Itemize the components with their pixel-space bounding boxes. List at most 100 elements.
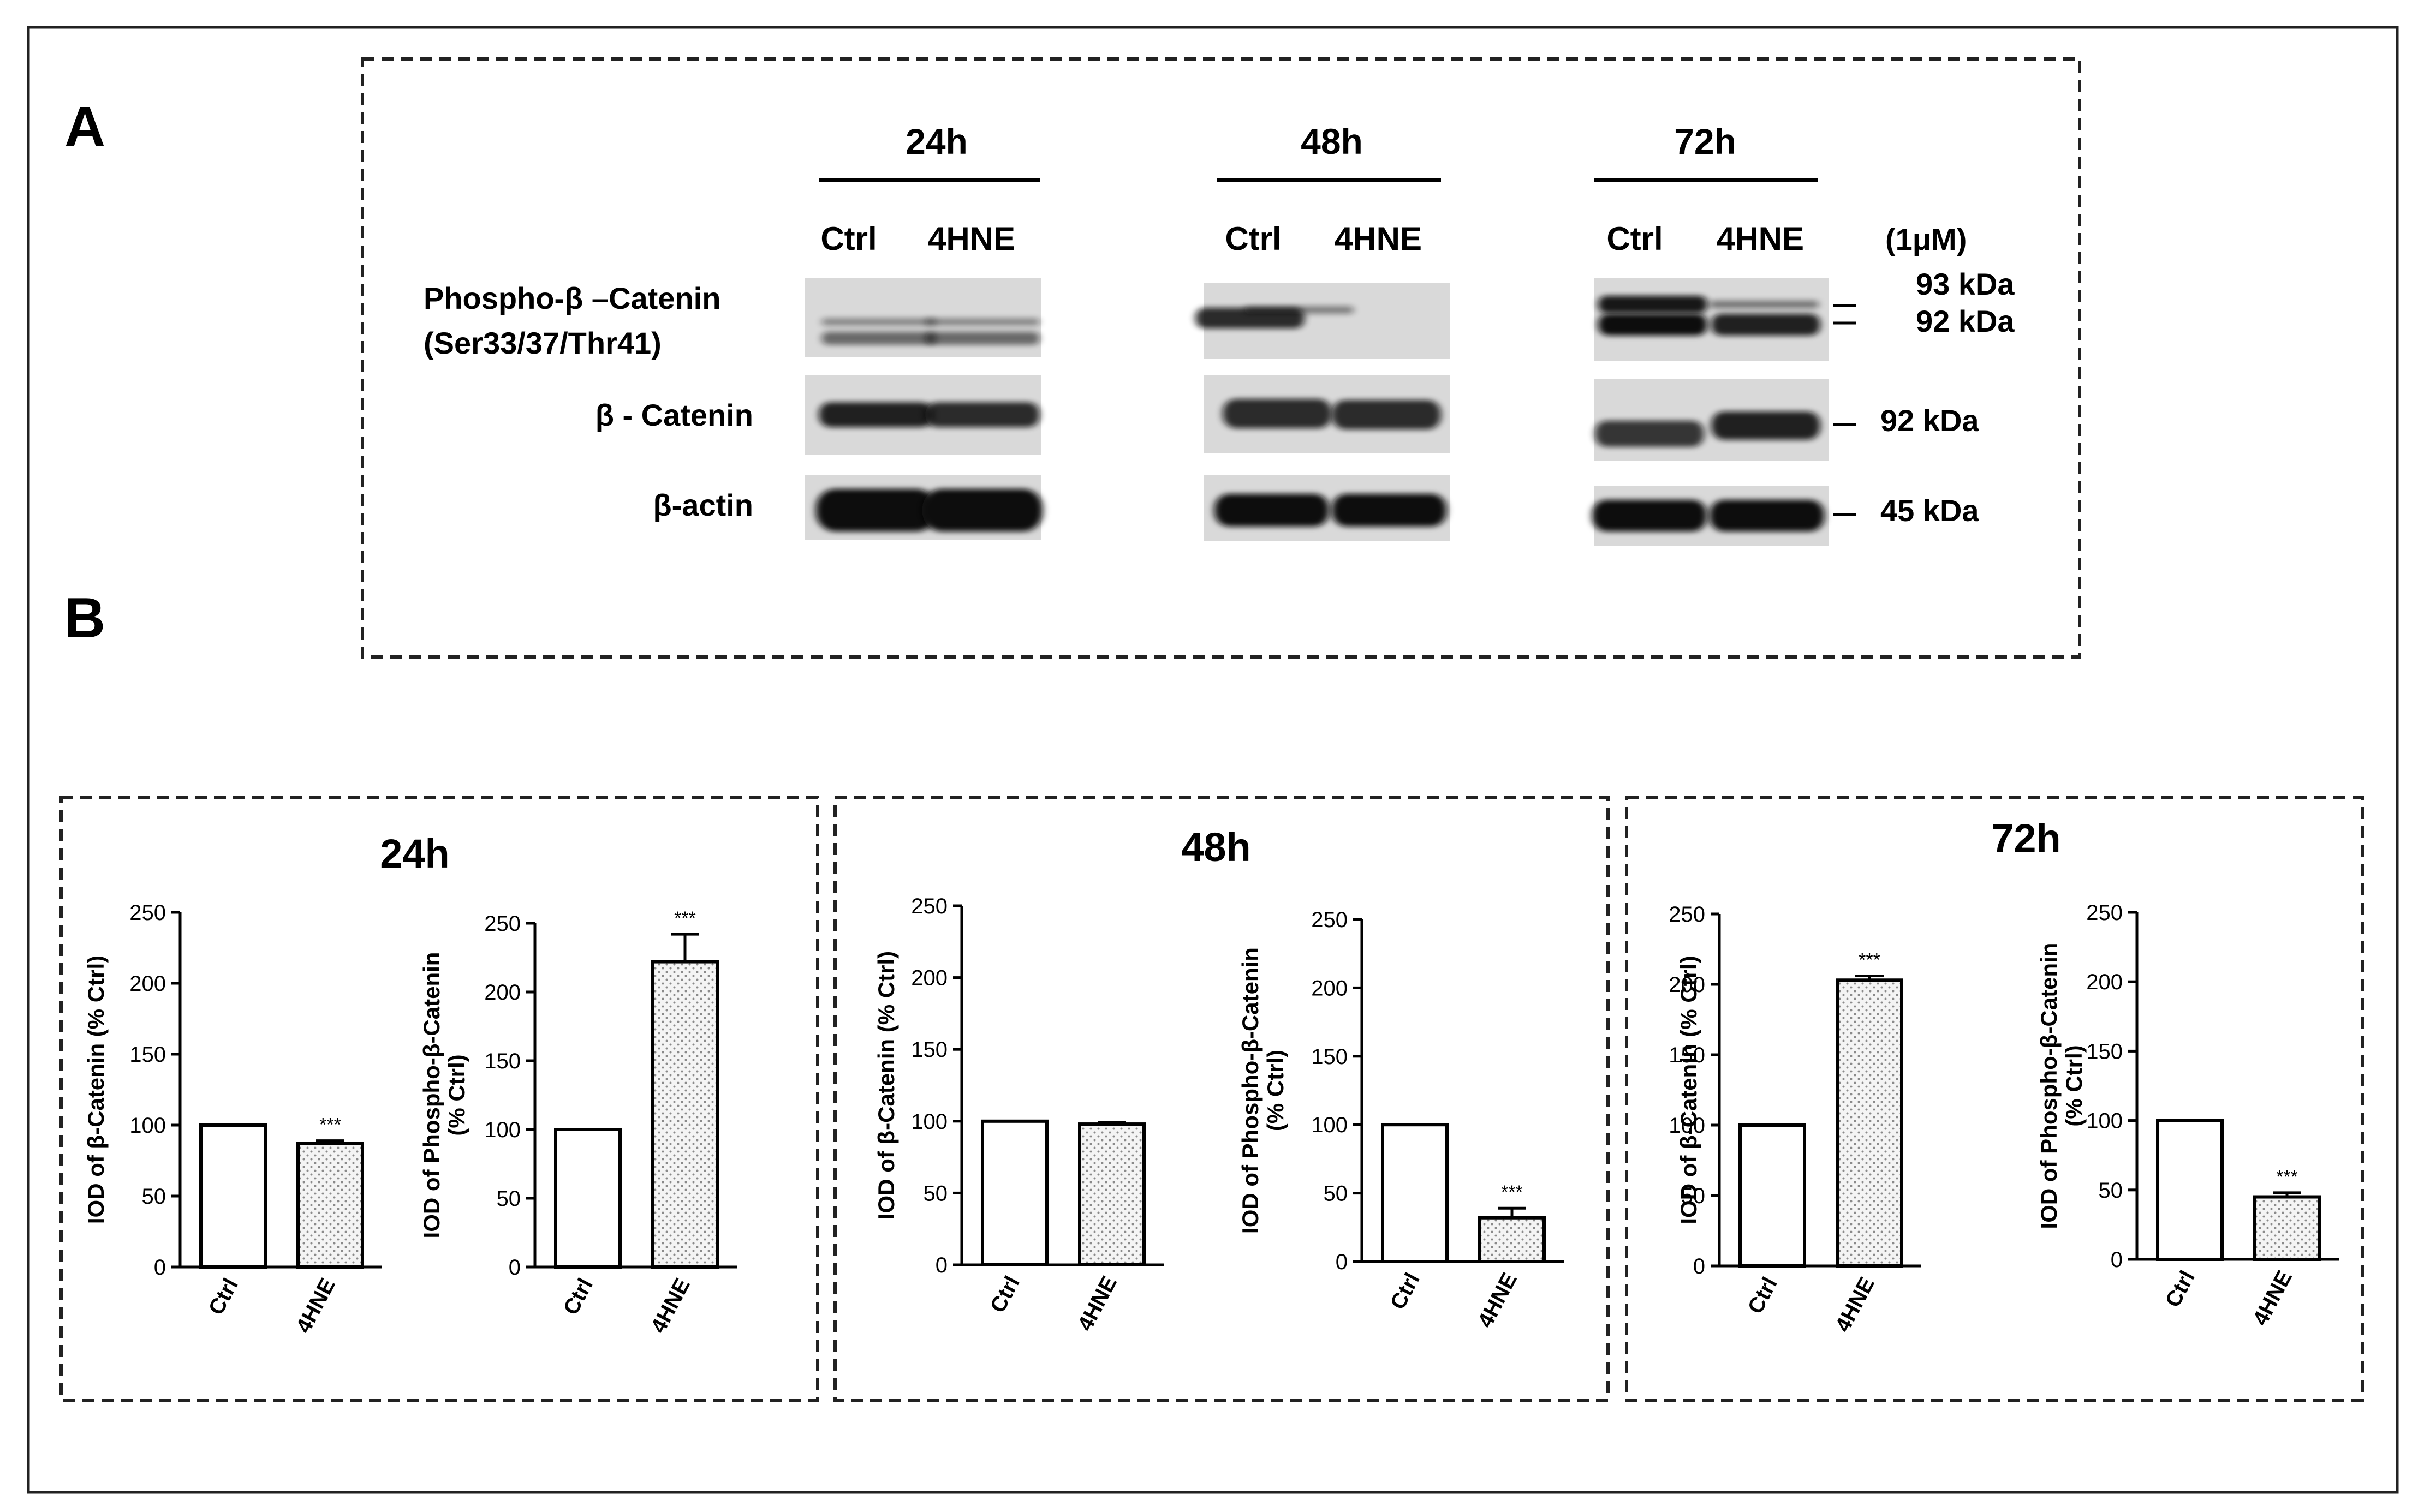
bar-4hne (296, 1142, 364, 1269)
panel-box-24h (59, 796, 819, 1402)
y-tick-label: 200 (1669, 973, 1705, 997)
y-tick-label: 0 (1693, 1254, 1705, 1278)
y-tick-label: 100 (129, 1114, 166, 1138)
y-tick-label: 50 (1681, 1184, 1706, 1208)
lane-label-4hne: 4HNE (1717, 220, 1804, 257)
blot-band (1710, 500, 1824, 531)
y-tick-label: 200 (1311, 976, 1348, 1000)
western-blot-panel: 24h Ctrl 4HNE 48h Ctrl 4HNE 72h Ctrl 4HNE Phospho… (424, 121, 2015, 546)
blot-row-label: (Ser33/37/Thr41) (424, 326, 662, 360)
y-tick-label: 0 (936, 1253, 948, 1277)
significance-mark: *** (2276, 1167, 2298, 1187)
y-tick-label: 0 (509, 1256, 521, 1280)
y-tick-label: 250 (484, 912, 521, 936)
bar-4hne (1836, 978, 1903, 1268)
kda-marker: 92 kDa (1880, 403, 1979, 438)
significance-mark: *** (674, 908, 696, 929)
bar-4hne (1478, 1216, 1546, 1263)
blot-band (922, 489, 1043, 531)
blot-band (1595, 421, 1704, 447)
blot-band (925, 402, 1040, 427)
y-tick-label: 250 (911, 894, 948, 918)
y-tick-label: 100 (1311, 1113, 1348, 1137)
y-axis-label-line-2: (% Ctrl) (1262, 1050, 1288, 1131)
blot-band (1711, 411, 1820, 440)
blot-band (1711, 314, 1820, 336)
blot-band (821, 318, 936, 326)
significance-mark: *** (1859, 950, 1880, 971)
y-tick-label: 150 (1669, 1043, 1705, 1067)
blot-strip-row-1 (805, 278, 1041, 357)
y-tick-label: 0 (1336, 1250, 1348, 1274)
significance-mark: *** (319, 1115, 341, 1136)
panel-box-48h (833, 796, 1610, 1402)
blot-band (1332, 400, 1441, 429)
kda-marker: 93 kDa (1916, 267, 2015, 301)
timepoint-label: 24h (906, 121, 968, 162)
significance-mark: *** (1501, 1182, 1523, 1203)
y-axis-label-line-1: IOD of Phospho-β-Catenin (2036, 943, 2062, 1229)
panel-label-a: A (64, 95, 105, 159)
blot-strip-row-2 (805, 375, 1041, 455)
y-tick-label: 250 (129, 901, 166, 925)
y-axis-label: IOD of β-Catenin (% Ctrl) (1676, 955, 1701, 1224)
bar-4hne (2253, 1195, 2321, 1262)
y-tick-label: 50 (497, 1187, 521, 1211)
y-tick-label: 150 (129, 1043, 166, 1067)
y-axis-label: IOD of β-Catenin (% Ctrl) (873, 951, 899, 1220)
figure-frame (27, 26, 2399, 1494)
timepoint-group-24h: 24h Ctrl 4HNE (805, 121, 1043, 540)
blot-band (1710, 301, 1819, 308)
y-axis-label-line-2: (% Ctrl) (444, 1054, 469, 1136)
blot-strip-row-3 (1204, 475, 1450, 541)
blot-band (819, 402, 933, 427)
blot-strip-row-1 (1594, 278, 1829, 361)
y-tick-label: 250 (2086, 901, 2123, 925)
y-tick-label: 200 (484, 981, 521, 1005)
blot-band (1332, 494, 1446, 527)
concentration-label: (1μM) (1885, 222, 1967, 256)
blot-strip-row-3 (1592, 486, 1829, 546)
bar-ctrl (981, 1119, 1049, 1267)
y-axis-label: IOD of β-Catenin (% Ctrl) (83, 955, 109, 1224)
y-tick-label: 50 (924, 1181, 948, 1205)
y-tick-label: 50 (2099, 1179, 2123, 1203)
y-tick-label: 100 (1669, 1114, 1705, 1138)
y-axis-label-line-2: (% Ctrl) (2061, 1045, 2087, 1126)
kda-marker: 45 kDa (1880, 493, 1979, 528)
y-tick-label: 100 (911, 1110, 948, 1134)
bar-4hne (651, 960, 719, 1269)
blot-band (925, 332, 1040, 345)
blot-band (816, 489, 936, 531)
y-tick-label: 200 (911, 966, 948, 990)
y-tick-label: 50 (1324, 1182, 1348, 1206)
y-tick-label: 150 (484, 1049, 521, 1073)
blot-band (1244, 306, 1354, 314)
y-tick-label: 250 (1311, 908, 1348, 932)
western-blot-box (361, 57, 2081, 659)
blot-band (1592, 500, 1707, 531)
y-tick-label: 100 (2086, 1109, 2123, 1133)
y-tick-label: 150 (911, 1038, 948, 1062)
y-tick-label: 100 (484, 1118, 521, 1142)
lane-label-4hne: 4HNE (928, 220, 1015, 257)
y-axis-label-line-1: IOD of Phospho-β-Catenin (1237, 947, 1263, 1234)
y-tick-label: 0 (154, 1256, 166, 1280)
blot-row-label: β-actin (653, 488, 753, 522)
chart-panel-title-48h: 48h (1181, 824, 1251, 870)
timepoint-group-72h: 72h Ctrl 4HNE (1592, 121, 1829, 546)
timepoint-group-48h: 48h Ctrl 4HNE (1195, 121, 1450, 541)
blot-strip-row-2 (1204, 375, 1450, 453)
blot-band (1214, 494, 1329, 527)
blot-row-label: β - Catenin (595, 398, 753, 432)
blot-band (925, 318, 1040, 326)
lane-label-4hne: 4HNE (1335, 220, 1422, 257)
timepoint-label: 72h (1674, 121, 1736, 162)
bar-ctrl (1738, 1123, 1806, 1268)
y-tick-label: 50 (142, 1185, 166, 1209)
blot-band (1598, 296, 1707, 313)
